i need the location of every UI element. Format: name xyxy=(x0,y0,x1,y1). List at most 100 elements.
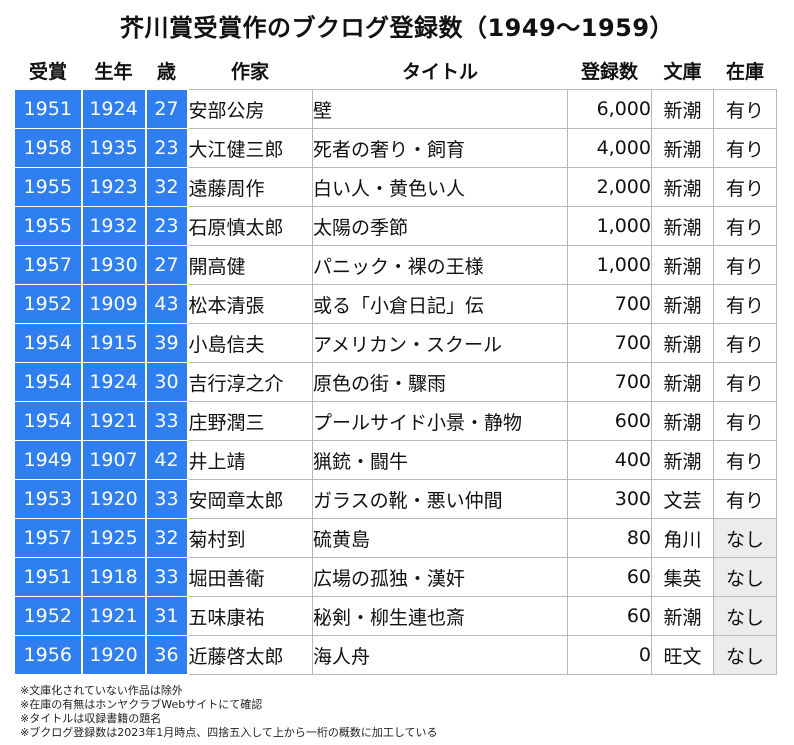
registration-count-cell: 1,000 xyxy=(567,245,652,285)
award-year-cell: 1955 xyxy=(14,167,83,207)
age-cell: 30 xyxy=(145,362,189,402)
bunko-cell: 集英 xyxy=(651,557,714,597)
bunko-cell: 新潮 xyxy=(651,323,714,363)
author-cell: 庄野潤三 xyxy=(187,401,313,441)
table-row: 1949 1907 42 井上靖 猟銃・闘牛 400 新潮 有り xyxy=(14,440,777,480)
work-title-cell: パニック・裸の王様 xyxy=(312,245,568,285)
age-cell: 31 xyxy=(145,596,189,636)
work-title-cell: ガラスの靴・悪い仲間 xyxy=(312,479,568,519)
age-cell: 33 xyxy=(145,401,189,441)
footnote: ※文庫化されていない作品は除外 xyxy=(20,684,183,697)
birth-year-cell: 1932 xyxy=(81,206,147,246)
award-year-cell: 1951 xyxy=(14,557,83,597)
birth-year-cell: 1935 xyxy=(81,128,147,168)
author-cell: 開高健 xyxy=(187,245,313,285)
author-cell: 石原慎太郎 xyxy=(187,206,313,246)
registration-count-cell: 80 xyxy=(567,518,652,558)
bunko-cell: 新潮 xyxy=(651,596,714,636)
stock-cell: 有り xyxy=(713,323,777,363)
table-row: 1957 1930 27 開高健 パニック・裸の王様 1,000 新潮 有り xyxy=(14,245,777,285)
header-count: 登録数 xyxy=(567,52,652,90)
award-year-cell: 1952 xyxy=(14,596,83,636)
author-cell: 小島信夫 xyxy=(187,323,313,363)
registration-count-cell: 300 xyxy=(567,479,652,519)
registration-count-cell: 700 xyxy=(567,284,652,324)
work-title-cell: 秘剣・柳生連也斎 xyxy=(312,596,568,636)
author-cell: 井上靖 xyxy=(187,440,313,480)
author-cell: 五味康祐 xyxy=(187,596,313,636)
registration-count-cell: 700 xyxy=(567,323,652,363)
registration-count-cell: 600 xyxy=(567,401,652,441)
bunko-cell: 新潮 xyxy=(651,245,714,285)
age-cell: 27 xyxy=(145,89,189,129)
table-header-row: 受賞 生年 歳 作家 タイトル 登録数 文庫 在庫 xyxy=(14,52,777,90)
award-year-cell: 1957 xyxy=(14,245,83,285)
bunko-cell: 新潮 xyxy=(651,167,714,207)
bunko-cell: 新潮 xyxy=(651,128,714,168)
author-cell: 安岡章太郎 xyxy=(187,479,313,519)
birth-year-cell: 1920 xyxy=(81,635,147,675)
table-row: 1951 1918 33 堀田善衛 広場の孤独・漢奸 60 集英 なし xyxy=(14,557,777,597)
age-cell: 32 xyxy=(145,167,189,207)
author-cell: 菊村到 xyxy=(187,518,313,558)
award-year-cell: 1951 xyxy=(14,89,83,129)
age-cell: 36 xyxy=(145,635,189,675)
registration-count-cell: 60 xyxy=(567,557,652,597)
stock-cell: 有り xyxy=(713,440,777,480)
header-born: 生年 xyxy=(81,52,146,90)
birth-year-cell: 1924 xyxy=(81,89,147,129)
table-row: 1954 1921 33 庄野潤三 プールサイド小景・静物 600 新潮 有り xyxy=(14,401,777,441)
award-year-cell: 1956 xyxy=(14,635,83,675)
table-row: 1952 1909 43 松本清張 或る「小倉日記」伝 700 新潮 有り xyxy=(14,284,777,324)
stock-cell: 有り xyxy=(713,479,777,519)
birth-year-cell: 1921 xyxy=(81,401,147,441)
birth-year-cell: 1920 xyxy=(81,479,147,519)
table-row: 1955 1932 23 石原慎太郎 太陽の季節 1,000 新潮 有り xyxy=(14,206,777,246)
award-year-cell: 1952 xyxy=(14,284,83,324)
header-award: 受賞 xyxy=(14,52,82,90)
stock-cell: なし xyxy=(713,635,777,675)
birth-year-cell: 1915 xyxy=(81,323,147,363)
author-cell: 遠藤周作 xyxy=(187,167,313,207)
age-cell: 23 xyxy=(145,128,189,168)
registration-count-cell: 1,000 xyxy=(567,206,652,246)
age-cell: 42 xyxy=(145,440,189,480)
age-cell: 33 xyxy=(145,479,189,519)
header-title: タイトル xyxy=(312,52,568,90)
age-cell: 39 xyxy=(145,323,189,363)
award-year-cell: 1957 xyxy=(14,518,83,558)
award-year-cell: 1954 xyxy=(14,362,83,402)
author-cell: 近藤啓太郎 xyxy=(187,635,313,675)
bunko-cell: 新潮 xyxy=(651,401,714,441)
stock-cell: 有り xyxy=(713,362,777,402)
birth-year-cell: 1918 xyxy=(81,557,147,597)
header-bunko: 文庫 xyxy=(651,52,714,90)
work-title-cell: 硫黄島 xyxy=(312,518,568,558)
header-author: 作家 xyxy=(187,52,313,90)
bunko-cell: 文芸 xyxy=(651,479,714,519)
stock-cell: なし xyxy=(713,557,777,597)
work-title-cell: アメリカン・スクール xyxy=(312,323,568,363)
registration-count-cell: 2,000 xyxy=(567,167,652,207)
header-stock: 在庫 xyxy=(713,52,777,90)
birth-year-cell: 1930 xyxy=(81,245,147,285)
award-year-cell: 1955 xyxy=(14,206,83,246)
registration-count-cell: 4,000 xyxy=(567,128,652,168)
award-year-cell: 1953 xyxy=(14,479,83,519)
footnotes: ※文庫化されていない作品は除外 ※在庫の有無はホンヤクラブWebサイトにて確認 … xyxy=(20,684,438,740)
work-title-cell: 広場の孤独・漢奸 xyxy=(312,557,568,597)
author-cell: 松本清張 xyxy=(187,284,313,324)
stock-cell: 有り xyxy=(713,284,777,324)
table-row: 1954 1924 30 吉行淳之介 原色の街・驟雨 700 新潮 有り xyxy=(14,362,777,402)
table-row: 1952 1921 31 五味康祐 秘剣・柳生連也斎 60 新潮 なし xyxy=(14,596,777,636)
stock-cell: なし xyxy=(713,518,777,558)
bunko-cell: 角川 xyxy=(651,518,714,558)
age-cell: 27 xyxy=(145,245,189,285)
registration-count-cell: 6,000 xyxy=(567,89,652,129)
birth-year-cell: 1907 xyxy=(81,440,147,480)
bunko-cell: 旺文 xyxy=(651,635,714,675)
birth-year-cell: 1923 xyxy=(81,167,147,207)
header-age: 歳 xyxy=(145,52,188,90)
age-cell: 33 xyxy=(145,557,189,597)
author-cell: 大江健三郎 xyxy=(187,128,313,168)
